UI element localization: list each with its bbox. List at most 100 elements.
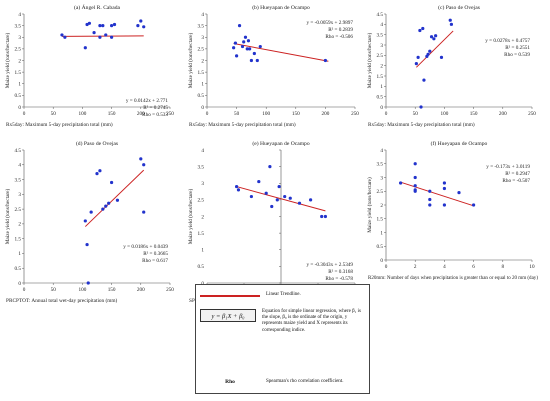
data-point (63, 35, 67, 39)
data-point (142, 163, 146, 167)
data-point (399, 181, 403, 185)
y-tick-label: 3.5 (15, 177, 22, 183)
y-tick-label: 1.5 (198, 70, 205, 76)
legend-trend-row: Linear Trendline. (200, 291, 365, 303)
regression-annotation: Rho = 0.533 (142, 112, 168, 118)
regression-annotation: y = -0.173x + 3.0119 (486, 164, 530, 170)
trend-line (236, 186, 326, 212)
y-tick-label: 2.5 (198, 198, 205, 204)
data-point (257, 179, 261, 184)
x-tick-label: 200 (322, 111, 330, 117)
trend-line (84, 169, 145, 227)
data-point (252, 51, 256, 56)
y-tick-label: 4 (18, 12, 21, 18)
data-point (246, 39, 251, 43)
x-tick-label: 0 (206, 111, 209, 117)
y-tick-label: 1 (18, 251, 21, 257)
y-tick-label: 3.5 (198, 23, 205, 29)
trend-line (416, 30, 454, 68)
data-point (110, 24, 114, 28)
data-point (275, 198, 279, 202)
y-tick-label: 4.5 (15, 148, 22, 154)
y-tick-label: 0 (201, 281, 204, 287)
regression-annotation: Rho = 0.617 (142, 258, 168, 264)
data-point (236, 188, 241, 192)
x-tick-label: 0 (23, 111, 26, 117)
y-tick-label: 1.5 (198, 231, 205, 237)
x-tick-label: 100 (441, 111, 449, 117)
legend-rho-symbol: Rho (225, 379, 235, 385)
data-point (277, 184, 281, 189)
data-point (112, 22, 117, 27)
chart-title: (a) Ángel R. Cabada (74, 3, 120, 11)
y-tick-label: 1.5 (15, 236, 22, 242)
data-point (235, 184, 239, 189)
x-tick-label: 10 (529, 264, 535, 270)
regression-annotation: y = -0.0059x + 2.9897 (307, 20, 354, 26)
x-tick-label: 150 (470, 111, 478, 117)
regression-annotation: R² = 0.2947 (505, 171, 530, 177)
x-tick-label: 6 (472, 264, 475, 270)
data-point (429, 35, 434, 39)
y-tick-label: 0 (380, 105, 383, 111)
legend-trend-line (200, 295, 260, 297)
trend-line (400, 181, 474, 207)
y-tick-label: 3 (380, 175, 383, 181)
x-tick-label: 250 (528, 111, 536, 117)
y-tick-label: 2.5 (15, 207, 22, 213)
regression-annotation: y = -0.3043x + 2.5349 (307, 262, 354, 268)
data-point (270, 204, 274, 209)
data-point (434, 34, 438, 38)
data-point (104, 33, 108, 37)
y-tick-label: 2 (18, 222, 21, 228)
regression-annotation: R² = 0.2839 (328, 27, 353, 33)
data-point (428, 197, 432, 202)
chart-title: (e) Hueyapan de Ocampo (252, 140, 310, 147)
y-tick-label: 0.5 (198, 93, 205, 99)
data-point (416, 55, 420, 60)
data-point (86, 281, 90, 285)
y-tick-label: 1.5 (15, 70, 22, 76)
data-point (240, 44, 245, 49)
data-point (255, 58, 259, 63)
y-tick-label: 0.5 (15, 266, 22, 272)
y-tick-label: 4 (201, 148, 204, 154)
data-point (89, 210, 93, 214)
y-tick-label: 3 (201, 181, 204, 187)
data-point (139, 157, 143, 161)
y-tick-label: 2.5 (198, 47, 205, 53)
data-point (419, 105, 423, 109)
data-point (320, 214, 324, 219)
data-point (142, 25, 146, 29)
data-point (98, 35, 102, 39)
data-point (249, 58, 253, 63)
data-point (242, 40, 246, 44)
x-tick-label: 100 (79, 111, 87, 117)
data-point (136, 24, 140, 28)
y-tick-label: 3 (380, 43, 383, 49)
data-point (449, 22, 454, 26)
x-tick-label: 50 (234, 111, 240, 117)
y-tick-label: 0 (201, 105, 204, 111)
y-tick-label: 0.5 (15, 93, 22, 99)
data-point (233, 41, 238, 45)
data-point (414, 62, 418, 66)
chart-panel-4: (e) Hueyapan de Ocampo−2−101200.511.522.… (187, 140, 357, 304)
y-tick-label: 3.5 (377, 32, 384, 38)
y-tick-label: 2 (18, 58, 21, 64)
y-tick-label: 4 (18, 163, 21, 169)
data-point (457, 191, 461, 195)
data-point (235, 54, 239, 58)
data-point (139, 19, 143, 23)
data-point (428, 203, 432, 207)
y-tick-label: 1 (201, 248, 204, 254)
legend-formula-row: y = β₁X + β₀ Equation for simple linear … (200, 309, 365, 349)
data-point (422, 78, 426, 82)
data-point (142, 210, 146, 214)
y-tick-label: 2 (380, 203, 383, 209)
data-point (426, 52, 430, 56)
y-tick-label: 2 (201, 214, 204, 220)
legend-formula: y = β₁X + β₀ (200, 309, 256, 322)
data-point (83, 46, 87, 50)
legend-rho-row: Rho Spearman's rho correlation coefficie… (200, 379, 365, 389)
